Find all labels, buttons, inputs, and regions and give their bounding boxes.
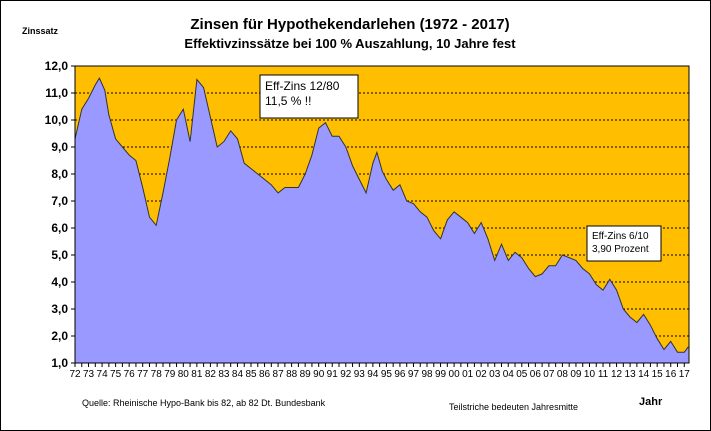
y-tick-label: 6,0 bbox=[51, 221, 68, 235]
y-tick-label: 3,0 bbox=[51, 302, 68, 316]
y-tick-label: 1,0 bbox=[51, 356, 68, 370]
x-tick-label: 90 bbox=[313, 369, 325, 380]
y-tick-label: 9,0 bbox=[51, 140, 68, 154]
x-tick-label: 77 bbox=[137, 369, 149, 380]
x-tick-label: 85 bbox=[245, 369, 257, 380]
y-tick-label: 4,0 bbox=[51, 275, 68, 289]
y-tick-label: 5,0 bbox=[51, 248, 68, 262]
x-tick-label: 76 bbox=[124, 369, 136, 380]
x-tick-label: 91 bbox=[327, 369, 339, 380]
x-tick-label: 84 bbox=[232, 369, 244, 380]
x-tick-label: 89 bbox=[300, 369, 312, 380]
x-tick-label: 98 bbox=[421, 369, 433, 380]
x-tick-label: 75 bbox=[110, 369, 122, 380]
x-tick-label: 73 bbox=[83, 369, 95, 380]
chart-title: Zinsen für Hypothekendarlehen (1972 - 20… bbox=[190, 16, 510, 33]
x-tick-label: 12 bbox=[611, 369, 623, 380]
y-tick-label: 8,0 bbox=[51, 167, 68, 181]
x-tick-label: 81 bbox=[191, 369, 203, 380]
y-tick-label: 7,0 bbox=[51, 194, 68, 208]
x-tick-label: 15 bbox=[652, 369, 664, 380]
x-tick-label: 83 bbox=[218, 369, 230, 380]
x-tick-label: 88 bbox=[286, 369, 298, 380]
annotation-box-peak bbox=[259, 74, 359, 119]
tick-note: Teilstriche bedeuten Jahresmitte bbox=[449, 402, 579, 412]
annotation-text-low: Eff-Zins 6/10 bbox=[592, 231, 649, 242]
annotation-box-low bbox=[586, 225, 662, 262]
x-tick-label: 87 bbox=[273, 369, 285, 380]
y-tick-label: 12,0 bbox=[45, 59, 69, 73]
interest-line bbox=[74, 77, 689, 353]
x-tick-label: 92 bbox=[340, 369, 352, 380]
x-tick-label: 06 bbox=[530, 369, 542, 380]
chart-subtitle: Effektivzinssätze bei 100 % Auszahlung, … bbox=[184, 36, 516, 51]
x-tick-label: 97 bbox=[408, 369, 420, 380]
x-tick-label: 09 bbox=[570, 369, 582, 380]
x-tick-label: 11 bbox=[598, 369, 609, 380]
x-tick-label: 10 bbox=[584, 369, 596, 380]
plot-border bbox=[74, 65, 690, 364]
x-tick-label: 01 bbox=[462, 369, 474, 380]
x-tick-label: 86 bbox=[259, 369, 271, 380]
x-tick-label: 00 bbox=[449, 369, 461, 380]
x-tick-label: 94 bbox=[367, 369, 379, 380]
x-tick-label: 74 bbox=[97, 369, 109, 380]
x-tick-label: 13 bbox=[625, 369, 637, 380]
x-tick-label: 95 bbox=[381, 369, 393, 380]
x-tick-label: 07 bbox=[543, 369, 555, 380]
x-tick-label: 80 bbox=[178, 369, 190, 380]
x-tick-label: 78 bbox=[151, 369, 163, 380]
interest-area bbox=[75, 78, 689, 363]
x-axis-label: Jahr bbox=[639, 396, 663, 408]
x-tick-label: 82 bbox=[205, 369, 217, 380]
annotation-text-peak: Eff-Zins 12/80 bbox=[265, 79, 340, 93]
y-axis-label: Zinssatz bbox=[22, 26, 59, 36]
x-tick-label: 72 bbox=[69, 369, 81, 380]
x-tick-label: 99 bbox=[435, 369, 447, 380]
x-tick-label: 79 bbox=[164, 369, 176, 380]
x-tick-label: 02 bbox=[476, 369, 488, 380]
annotation-text-low: 3,90 Prozent bbox=[592, 244, 649, 255]
y-tick-label: 10,0 bbox=[45, 113, 69, 127]
x-tick-label: 16 bbox=[665, 369, 677, 380]
x-tick-label: 08 bbox=[557, 369, 569, 380]
x-tick-label: 05 bbox=[516, 369, 528, 380]
x-tick-label: 04 bbox=[503, 369, 515, 380]
y-tick-label: 2,0 bbox=[51, 329, 68, 343]
x-tick-label: 96 bbox=[394, 369, 406, 380]
x-tick-label: 03 bbox=[489, 369, 501, 380]
x-tick-label: 93 bbox=[354, 369, 366, 380]
x-tick-label: 14 bbox=[638, 369, 650, 380]
y-tick-label: 11,0 bbox=[45, 86, 68, 100]
source-note: Quelle: Rheinische Hypo-Bank bis 82, ab … bbox=[82, 398, 326, 408]
x-tick-label: 17 bbox=[679, 369, 691, 380]
annotation-text-peak: 11,5 % !! bbox=[265, 94, 311, 108]
